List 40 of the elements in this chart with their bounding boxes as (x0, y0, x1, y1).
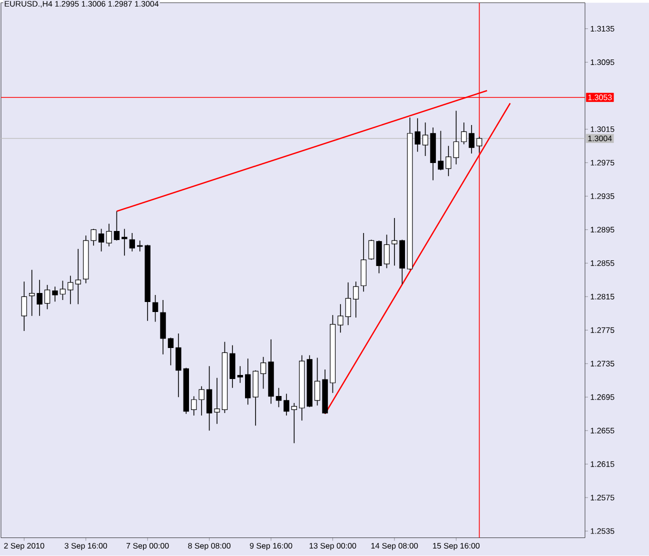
candlestick (368, 239, 374, 260)
candlestick (237, 366, 244, 384)
candlestick (260, 356, 266, 390)
candlestick (276, 388, 282, 408)
candlestick (21, 281, 27, 332)
candlestick (114, 210, 120, 242)
candlestick (353, 281, 359, 318)
candlestick (75, 248, 81, 305)
candlestick (446, 146, 452, 177)
candlestick (168, 337, 174, 366)
candlestick (198, 386, 204, 416)
candlestick (291, 402, 298, 444)
candlestick (384, 234, 390, 269)
candlestick (29, 270, 35, 316)
candlestick (90, 228, 96, 246)
candlestick (106, 224, 112, 247)
candlestick (345, 282, 352, 326)
candlestick (214, 378, 220, 424)
candlestick (137, 240, 143, 252)
candlestick (206, 366, 212, 432)
candlestick (422, 122, 428, 156)
candlestick (68, 275, 74, 305)
candlestick (438, 130, 444, 171)
candlestick (44, 284, 50, 310)
candlestick (122, 228, 128, 256)
candlestick (245, 358, 251, 406)
candlestick (284, 393, 290, 416)
candlestick (60, 280, 66, 300)
candlestick (338, 304, 344, 334)
candlestick (152, 294, 158, 322)
candlestick (98, 228, 104, 252)
candlestick (36, 280, 42, 316)
candlestick (314, 357, 320, 406)
candlestick (453, 110, 460, 165)
candlestick (129, 232, 135, 252)
candlestick (392, 218, 398, 266)
candlestick (52, 286, 58, 302)
candlestick (191, 396, 197, 416)
candlestick (476, 136, 482, 154)
candlestick (176, 333, 182, 398)
